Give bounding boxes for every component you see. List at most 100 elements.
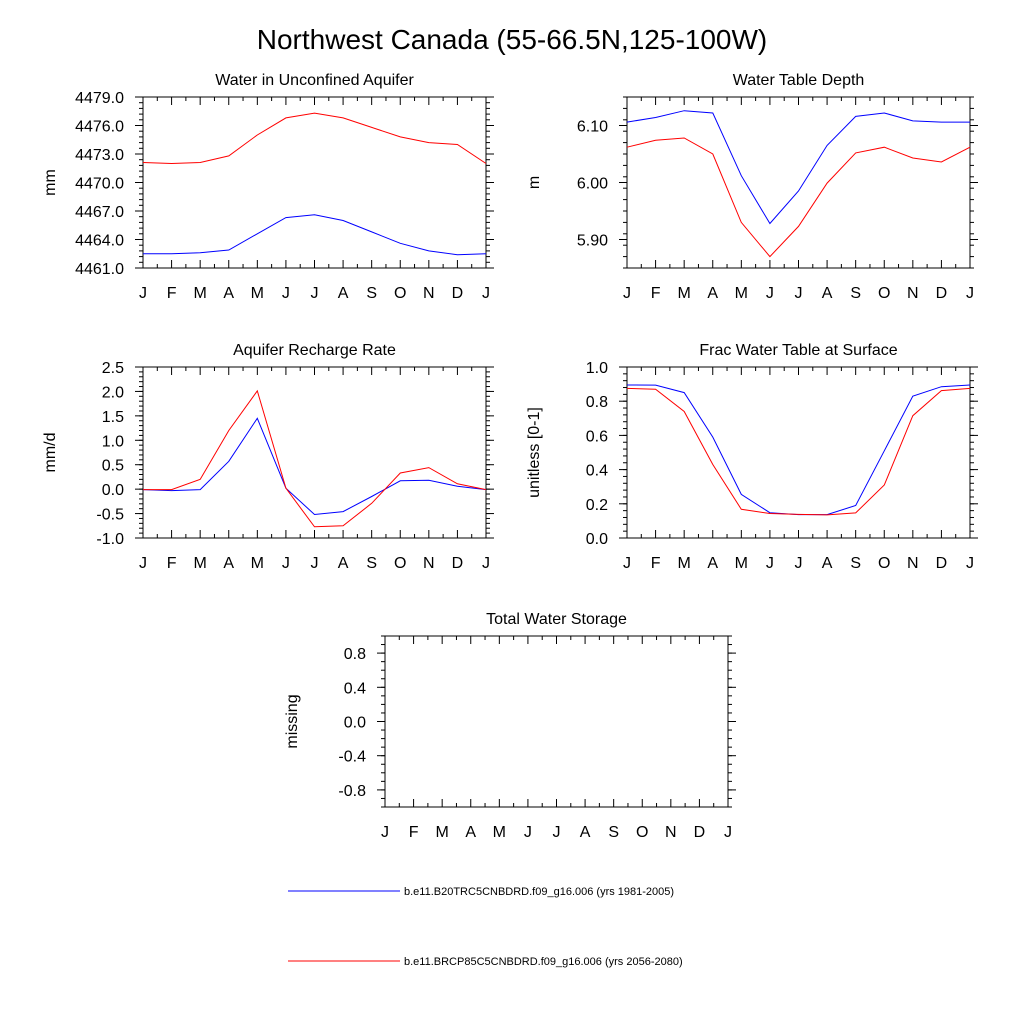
panel-5-xtick-label: M [493, 824, 506, 841]
panel-3-ytick-label: 2.5 [102, 360, 124, 377]
panel-3-xtick-label: M [251, 555, 264, 572]
panel-2-xtick-label: J [623, 285, 631, 302]
panel-3-xtick-label: F [167, 555, 177, 572]
panel-1-xtick-label: N [423, 285, 435, 302]
panel-1-frame [142, 96, 487, 269]
panel-5-xtick-label: N [665, 824, 677, 841]
panel-2-series-line-1 [626, 110, 970, 225]
panel-1-xtick-label: J [139, 285, 147, 302]
panel-3-xtick-label: A [338, 555, 349, 572]
panel-3-xtick-label: S [366, 555, 377, 572]
panel-3-ytick-label: 0.0 [102, 482, 124, 499]
panel-5-xtick-label: S [608, 824, 619, 841]
panel-2-title: Water Table Depth [733, 72, 865, 89]
panel-5-xtick-label: J [553, 824, 561, 841]
panel-1-ytick-label: 4464.0 [75, 233, 124, 250]
panel-3-series-line-1 [142, 417, 487, 516]
panel-1-ytick-label: 4467.0 [75, 204, 124, 221]
panel-3-frame [142, 366, 487, 539]
panel-2-xtick-label: M [678, 285, 691, 302]
panel-4-xtick-label: O [878, 555, 890, 572]
panel-5-xtick-label: A [465, 824, 476, 841]
panel-5-xtick-label: J [724, 824, 732, 841]
panel-1-xtick-label: M [194, 285, 207, 302]
panel-1-ylabel: mm [42, 169, 59, 196]
panel-5-xtick-label: A [580, 824, 591, 841]
panel-4-ytick-label: 0.6 [586, 428, 608, 445]
panel-2-frame [626, 96, 971, 269]
panel-4: Frac Water Table at Surface unitless [0-1… [526, 342, 978, 572]
panel-5-xtick-label: O [636, 824, 648, 841]
panel-1-series-line-1 [143, 214, 487, 256]
panel-3-ytick-label: 0.5 [102, 458, 124, 475]
panel-5-xtick-label: J [381, 824, 389, 841]
panel-4-xtick-label: D [936, 555, 948, 572]
panel-2-xtick-label: A [707, 285, 718, 302]
panel-1-xtick-label: J [282, 285, 290, 302]
panel-1-series-line-2 [142, 112, 487, 165]
panel-1-ytick-label: 4476.0 [75, 119, 124, 136]
panel-2-xtick-label: M [735, 285, 748, 302]
panel-3-xtick-label: O [394, 555, 406, 572]
panel-4-xtick-label: M [735, 555, 748, 572]
panel-3-series-line-2 [143, 389, 487, 528]
panel-5-ytick-label: 0.8 [344, 646, 366, 663]
panel-3-ytick-label: -1.0 [96, 531, 124, 548]
legend-label-red: b.e11.BRCP85C5CNBDRD.f09_g16.006 (yrs 20… [404, 956, 683, 968]
panel-3-ytick-label: 1.5 [102, 409, 124, 426]
panel-1-xtick-label: S [366, 285, 377, 302]
legend: b.e11.B20TRC5CNBDRD.f09_g16.006 (yrs 198… [288, 886, 683, 968]
legend-label-blue: b.e11.B20TRC5CNBDRD.f09_g16.006 (yrs 198… [404, 886, 674, 898]
panel-3-xtick-label: D [452, 555, 464, 572]
panel-1-xtick-label: D [452, 285, 464, 302]
panel-4-xtick-label: A [707, 555, 718, 572]
panel-5-ytick-label: -0.8 [338, 783, 366, 800]
panel-2-xtick-label: N [907, 285, 919, 302]
panel-4-frame [626, 366, 971, 539]
panel-1-ytick-label: 4470.0 [75, 176, 124, 193]
panel-4-xtick-label: J [766, 555, 774, 572]
panel-5-frame [384, 635, 729, 808]
panel-5-title: Total Water Storage [486, 611, 627, 628]
panel-5-ytick-label: 0.4 [344, 680, 366, 697]
panel-2-xtick-label: D [936, 285, 948, 302]
panel-3-xtick-label: M [194, 555, 207, 572]
panel-3-xtick-label: J [139, 555, 147, 572]
panel-1-ytick-label: 4473.0 [75, 147, 124, 164]
panel-2-xtick-label: S [850, 285, 861, 302]
panel-3-ytick-label: 1.0 [102, 433, 124, 450]
panel-4-xtick-label: N [907, 555, 919, 572]
panel-2-ytick-label: 6.00 [577, 176, 608, 193]
panel-1-xtick-label: J [482, 285, 490, 302]
panel-4-ytick-label: 0.8 [586, 394, 608, 411]
panel-5-xtick-label: D [694, 824, 706, 841]
panel-1-xtick-label: J [311, 285, 319, 302]
panel-3-xtick-label: N [423, 555, 435, 572]
panel-3-xtick-label: J [311, 555, 319, 572]
panel-4-ytick-label: 1.0 [586, 360, 608, 377]
panel-4-xtick-label: J [795, 555, 803, 572]
panel-3-title: Aquifer Recharge Rate [233, 342, 396, 359]
panel-2-xtick-label: J [966, 285, 974, 302]
panel-2-xtick-label: J [766, 285, 774, 302]
panel-1-xtick-label: M [251, 285, 264, 302]
figure-title: Northwest Canada (55-66.5N,125-100W) [257, 24, 767, 55]
panel-1-ytick-label: 4461.0 [75, 261, 124, 278]
panel-4-xtick-label: J [623, 555, 631, 572]
panel-5-ytick-label: 0.0 [344, 715, 366, 732]
panel-3-ytick-label: -0.5 [96, 507, 124, 524]
panel-3-xtick-label: A [223, 555, 234, 572]
panel-5-xtick-label: M [436, 824, 449, 841]
panel-2-xtick-label: J [795, 285, 803, 302]
panel-1-xtick-label: A [223, 285, 234, 302]
panel-4-xtick-label: F [651, 555, 661, 572]
panel-1-xtick-label: F [167, 285, 177, 302]
panel-2-ylabel: m [526, 176, 543, 189]
panel-5-ytick-label: -0.4 [338, 749, 366, 766]
panel-2-ytick-label: 5.90 [577, 233, 608, 250]
panel-4-xtick-label: A [822, 555, 833, 572]
panel-4-series-line-2 [626, 387, 971, 516]
